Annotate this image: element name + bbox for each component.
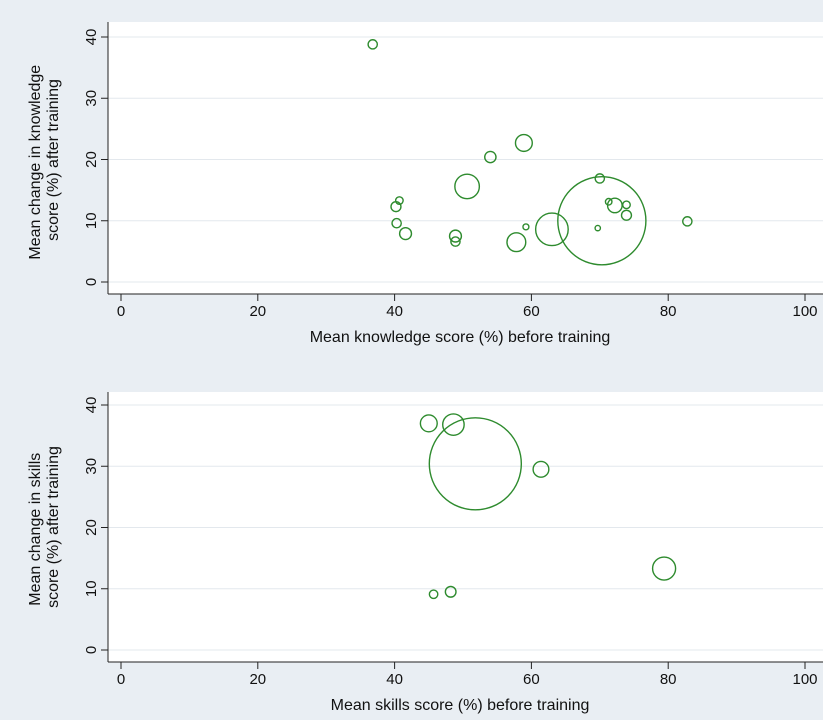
y-axis-title-line-2: score (%) after training bbox=[45, 79, 62, 241]
y-tick-label-30: 30 bbox=[83, 458, 100, 475]
data-point bbox=[532, 460, 550, 478]
data-point bbox=[514, 133, 533, 153]
x-axis-title: Mean knowledge score (%) before training bbox=[310, 329, 611, 346]
axes: 0 10 20 30 40 0 20 40 60 80 100 bbox=[83, 22, 823, 320]
data-points bbox=[419, 413, 677, 600]
data-point bbox=[419, 414, 438, 433]
x-tick-label-20: 20 bbox=[249, 671, 266, 688]
x-tick-label-100: 100 bbox=[792, 303, 817, 320]
data-point bbox=[367, 39, 379, 50]
data-point bbox=[398, 226, 413, 241]
y-axis-title-line-1: Mean change in knowledge bbox=[27, 65, 44, 260]
data-point bbox=[594, 224, 602, 232]
data-points bbox=[367, 39, 693, 266]
y-tick-label-40: 40 bbox=[83, 29, 100, 46]
axes: 0 10 20 30 40 0 20 40 60 80 100 bbox=[83, 392, 823, 688]
x-tick-label-40: 40 bbox=[386, 303, 403, 320]
y-tick-label-20: 20 bbox=[83, 151, 100, 168]
data-point bbox=[448, 229, 463, 243]
y-tick-label-40: 40 bbox=[83, 397, 100, 414]
y-axis-title-line-2: score (%) after training bbox=[45, 446, 62, 608]
data-point bbox=[594, 173, 606, 184]
data-point bbox=[390, 200, 402, 213]
data-point bbox=[484, 150, 497, 164]
y-axis-title: Mean change in knowledge score (%) after… bbox=[27, 60, 62, 259]
data-point bbox=[391, 217, 402, 229]
data-point bbox=[454, 173, 481, 200]
data-point bbox=[534, 212, 569, 247]
data-point bbox=[620, 209, 633, 221]
x-tick-label-100: 100 bbox=[792, 671, 817, 688]
x-tick-label-60: 60 bbox=[523, 303, 540, 320]
knowledge-scatter-panel: 0 10 20 30 40 0 20 40 60 80 100 Mean knowledge sco… bbox=[27, 22, 823, 346]
y-tick-label-0: 0 bbox=[83, 646, 100, 654]
data-point bbox=[444, 585, 457, 598]
data-point bbox=[428, 417, 523, 511]
x-tick-label-0: 0 bbox=[117, 303, 125, 320]
plot-area bbox=[108, 22, 823, 294]
x-tick-label-80: 80 bbox=[660, 671, 677, 688]
y-tick-label-10: 10 bbox=[83, 212, 100, 229]
data-point bbox=[394, 196, 404, 205]
y-axis-title-line-1: Mean change in skills bbox=[27, 453, 44, 606]
x-tick-label-20: 20 bbox=[249, 303, 266, 320]
data-point bbox=[604, 197, 613, 206]
x-tick-label-80: 80 bbox=[660, 303, 677, 320]
data-point bbox=[682, 216, 693, 227]
y-tick-label-30: 30 bbox=[83, 90, 100, 107]
y-tick-label-10: 10 bbox=[83, 580, 100, 597]
data-point bbox=[651, 556, 677, 581]
x-tick-label-0: 0 bbox=[117, 671, 125, 688]
gridlines bbox=[108, 404, 823, 651]
data-point bbox=[622, 200, 631, 210]
x-axis-title: Mean skills score (%) before training bbox=[331, 697, 590, 714]
data-point bbox=[428, 589, 439, 600]
gridlines bbox=[108, 36, 823, 283]
data-point bbox=[450, 236, 461, 247]
data-point bbox=[442, 413, 465, 437]
y-tick-label-20: 20 bbox=[83, 519, 100, 536]
data-point bbox=[557, 176, 647, 266]
skills-scatter-panel: 0 10 20 30 40 0 20 40 60 80 100 Mean skills score … bbox=[0, 360, 823, 720]
y-tick-label-0: 0 bbox=[83, 278, 100, 286]
data-point bbox=[522, 223, 530, 231]
x-tick-label-40: 40 bbox=[386, 671, 403, 688]
y-axis-title: Mean change in skills score (%) after tr… bbox=[27, 446, 62, 608]
x-tick-label-60: 60 bbox=[523, 671, 540, 688]
data-point bbox=[506, 232, 527, 253]
